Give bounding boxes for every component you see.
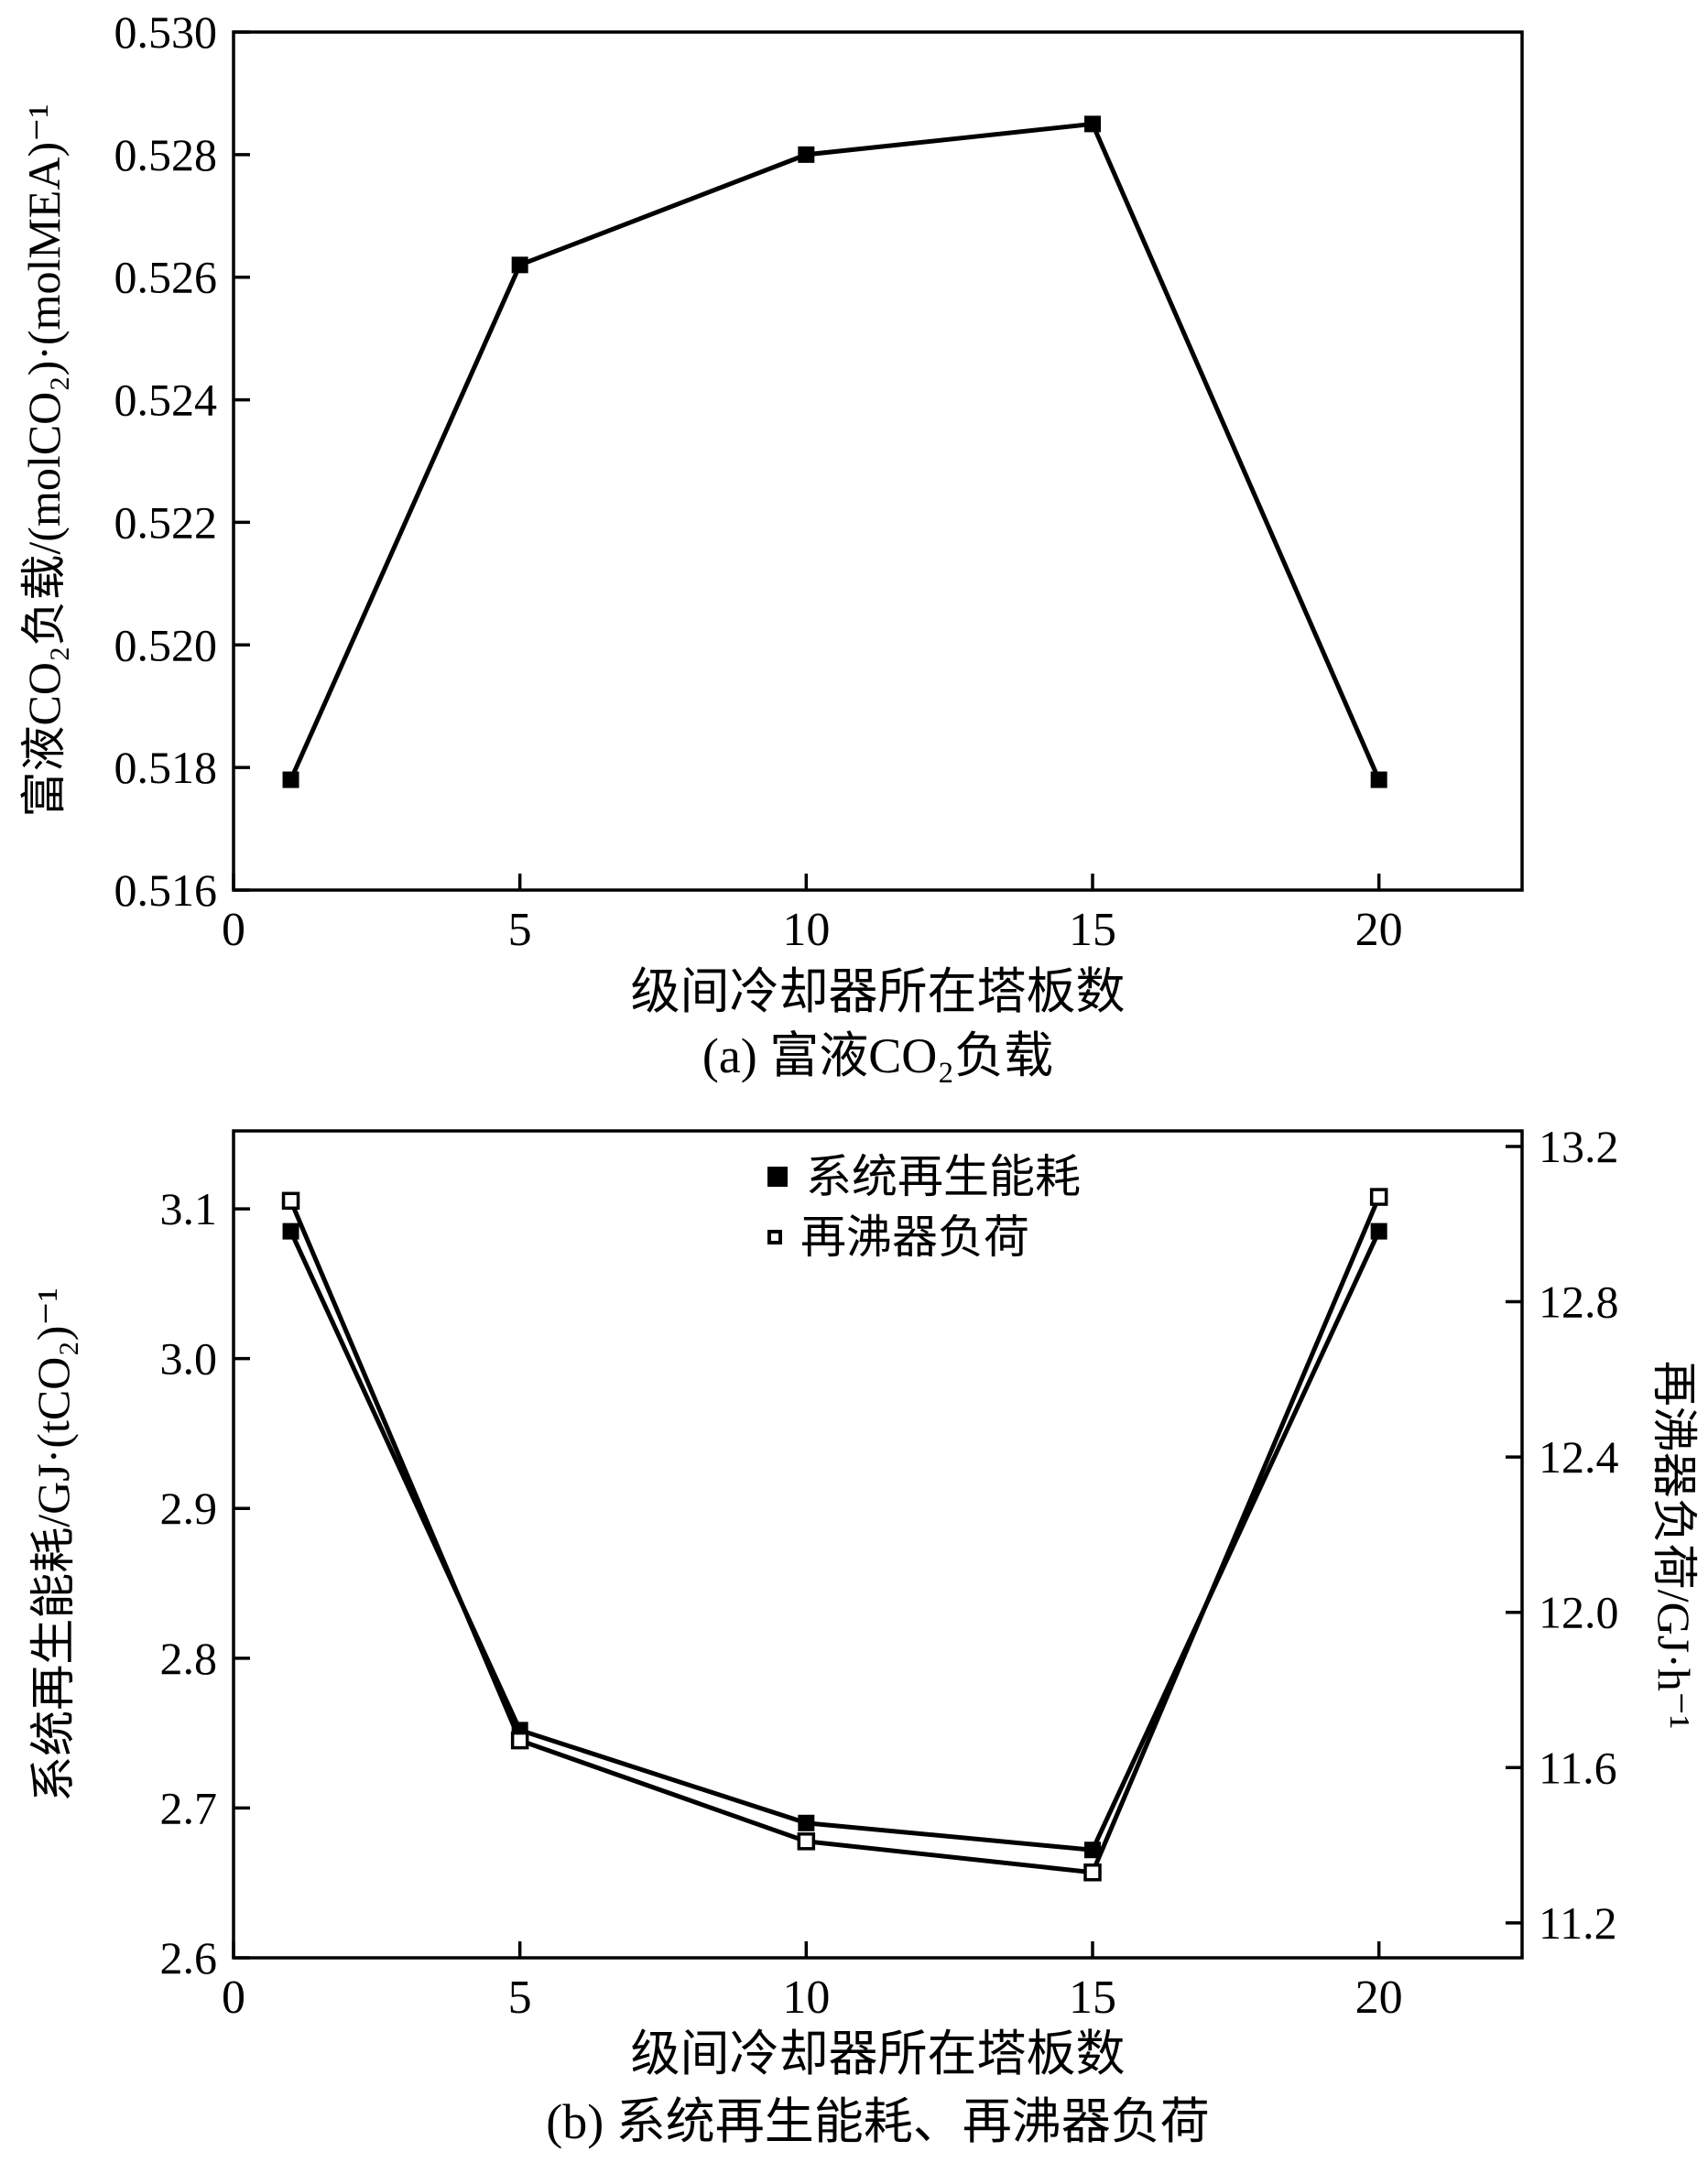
svg-text:0.516: 0.516 <box>114 864 218 916</box>
svg-text:0.518: 0.518 <box>114 742 218 793</box>
svg-text:3.1: 3.1 <box>160 1183 218 1234</box>
svg-text:0.520: 0.520 <box>114 619 218 670</box>
svg-text:20: 20 <box>1355 1972 1403 2024</box>
svg-text:0.526: 0.526 <box>114 252 218 303</box>
chart-b-right-y-axis-title: 再沸器负荷/GJ·h⁻¹ <box>1648 1360 1700 1730</box>
svg-text:12.0: 12.0 <box>1539 1587 1619 1638</box>
svg-text:0.530: 0.530 <box>114 6 218 58</box>
chart-b: 0 5 10 15 20 2.6 2.7 2.8 2.9 3.0 3.1 11.2 11.6 12.0 12… <box>0 1090 1708 2184</box>
chart-a-x-axis-title: 级间冷却器所在塔板数 <box>630 964 1126 1019</box>
chart-b-legend: 系统再生能耗 再沸器负荷 <box>767 1154 1081 1260</box>
legend-item-regeneration-energy: 系统再生能耗 <box>767 1154 1081 1200</box>
chart-b-plot: 0 5 10 15 20 2.6 2.7 2.8 2.9 3.0 3.1 11.2 11.6 12.0 12… <box>160 1121 1619 2024</box>
svg-text:11.6: 11.6 <box>1539 1742 1617 1793</box>
chart-b-x-axis-title: 级间冷却器所在塔板数 <box>630 2026 1126 2081</box>
svg-text:2.7: 2.7 <box>160 1782 218 1833</box>
legend-label-regeneration-energy: 系统再生能耗 <box>806 1151 1081 1202</box>
svg-text:13.2: 13.2 <box>1539 1121 1619 1172</box>
svg-text:2.8: 2.8 <box>160 1633 218 1684</box>
legend-label-reboiler-duty: 再沸器负荷 <box>800 1212 1029 1263</box>
chart-a-caption: (a) 富液CO₂负载 <box>702 1028 1054 1083</box>
svg-text:0.524: 0.524 <box>114 375 218 426</box>
svg-text:10: 10 <box>782 904 830 956</box>
svg-text:2.6: 2.6 <box>160 1932 218 1983</box>
svg-text:10: 10 <box>782 1972 830 2024</box>
filled-square-marker-icon <box>767 1167 788 1187</box>
chart-a-y-axis-title: 富液CO₂负载/(molCO₂)·(molMEA)⁻¹ <box>18 103 70 818</box>
chart-b-left-y-axis-title: 系统再生能耗/GJ·(tCO₂)⁻¹ <box>27 1288 79 1802</box>
svg-text:0: 0 <box>222 904 245 956</box>
legend-item-reboiler-duty: 再沸器负荷 <box>767 1214 1081 1260</box>
svg-text:15: 15 <box>1069 904 1116 956</box>
svg-text:5: 5 <box>508 1972 532 2024</box>
svg-text:5: 5 <box>508 904 532 956</box>
svg-text:12.8: 12.8 <box>1539 1277 1619 1328</box>
svg-text:0.522: 0.522 <box>114 496 218 548</box>
svg-text:11.2: 11.2 <box>1539 1897 1617 1949</box>
chart-b-caption: (b) 系统再生能耗、再沸器负荷 <box>546 2094 1210 2149</box>
svg-text:2.9: 2.9 <box>160 1483 218 1534</box>
chart-a: 0 5 10 15 20 0.516 0.518 0.520 0.522 0.524 0.526 0.… <box>0 0 1708 1085</box>
svg-text:0: 0 <box>222 1972 245 2024</box>
chart-a-plot: 0 5 10 15 20 0.516 0.518 0.520 0.522 0.524 0.526 0.… <box>114 6 1524 956</box>
open-square-marker-icon <box>767 1230 782 1244</box>
svg-text:0.528: 0.528 <box>114 129 218 180</box>
svg-text:3.0: 3.0 <box>160 1333 218 1385</box>
svg-text:12.4: 12.4 <box>1539 1431 1619 1483</box>
svg-text:15: 15 <box>1069 1972 1116 2024</box>
svg-text:20: 20 <box>1355 904 1403 956</box>
